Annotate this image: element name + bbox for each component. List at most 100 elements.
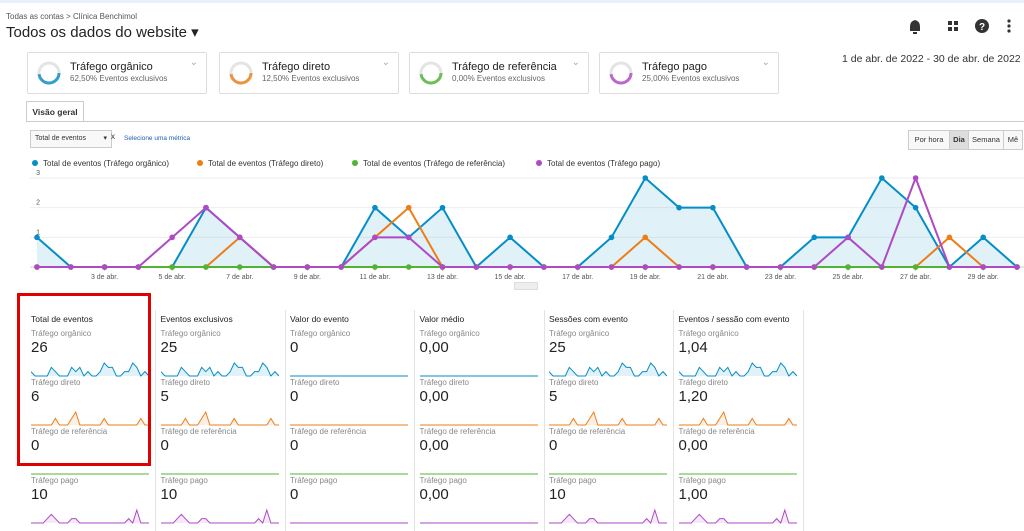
legend-dot[interactable]	[536, 160, 542, 166]
data-point[interactable]	[912, 204, 919, 211]
legend-dot[interactable]	[352, 160, 358, 166]
period-button[interactable]: Mê	[1003, 130, 1023, 150]
metric-value: 0	[160, 437, 169, 454]
data-point[interactable]	[811, 234, 818, 241]
segment-card[interactable]: Tráfego orgânico 62,50% Eventos exclusivo…	[27, 52, 207, 94]
segment-menu[interactable]: ⌄	[189, 57, 198, 68]
metric-dropdown[interactable]: Total de eventos ▾	[30, 130, 112, 148]
more-icon[interactable]	[1007, 19, 1011, 33]
legend-dot[interactable]	[32, 160, 38, 166]
breadcrumb-link[interactable]: Todas as contas	[6, 12, 64, 21]
data-point[interactable]	[439, 204, 446, 211]
data-point[interactable]	[845, 234, 851, 241]
x-tick-label: 29 de abr.	[968, 274, 999, 281]
segment-card[interactable]: Tráfego direto 12,50% Eventos exclusivos ⌄	[219, 52, 399, 94]
remove-metric[interactable]: x	[111, 132, 115, 141]
data-point[interactable]	[34, 264, 40, 270]
metric-column: Eventos exclusivos Tráfego orgânico 25 Tráf…	[157, 310, 286, 531]
data-point[interactable]	[743, 264, 750, 270]
legend-dot[interactable]	[197, 160, 203, 166]
legend-label[interactable]: Total de eventos (Tráfego orgânico)	[43, 159, 169, 168]
data-point[interactable]	[946, 264, 953, 270]
data-point[interactable]	[135, 264, 142, 270]
data-point[interactable]	[236, 234, 243, 241]
segment-menu[interactable]: ⌄	[571, 57, 580, 68]
apps-icon[interactable]	[948, 21, 958, 31]
data-point[interactable]	[980, 234, 987, 241]
data-point[interactable]	[980, 264, 987, 270]
data-point[interactable]	[338, 264, 344, 270]
data-point[interactable]	[473, 264, 480, 270]
data-point[interactable]	[845, 264, 851, 270]
data-point[interactable]	[912, 264, 919, 270]
legend-label[interactable]: Total de eventos (Tráfego pago)	[547, 159, 660, 168]
x-tick-label: 3 de abr.	[91, 274, 118, 281]
data-point[interactable]	[34, 234, 40, 241]
legend-label[interactable]: Total de eventos (Tráfego de referência)	[363, 159, 505, 168]
data-point[interactable]	[372, 264, 378, 270]
segment-detail: 62,50% Eventos exclusivos	[70, 74, 168, 83]
notification-icon[interactable]	[910, 20, 920, 34]
data-point[interactable]	[507, 264, 513, 270]
data-point[interactable]	[642, 234, 649, 241]
sparkline	[549, 410, 667, 426]
data-point[interactable]	[203, 204, 209, 211]
metric-value: 6	[31, 388, 40, 405]
metric-title: Eventos / sessão com evento	[678, 314, 790, 324]
legend-label[interactable]: Total de eventos (Tráfego direto)	[208, 159, 324, 168]
view-selector[interactable]: Todos os dados do website ▾	[6, 24, 199, 41]
data-point[interactable]	[912, 175, 919, 181]
data-point[interactable]	[574, 264, 581, 270]
data-point[interactable]	[777, 264, 784, 270]
help-icon[interactable]	[975, 19, 989, 33]
data-point[interactable]	[372, 204, 378, 211]
data-point[interactable]	[608, 234, 615, 241]
data-point[interactable]	[676, 204, 682, 211]
data-point[interactable]	[405, 264, 412, 270]
data-point[interactable]	[304, 264, 311, 270]
sparkline	[160, 508, 279, 524]
data-point[interactable]	[203, 264, 209, 270]
select-metric[interactable]: Selecione uma métrica	[124, 135, 191, 142]
segment-ring-color	[37, 61, 61, 85]
segment-menu[interactable]: ⌄	[381, 57, 390, 68]
segment-card[interactable]: Tráfego pago 25,00% Eventos exclusivos ⌄	[599, 52, 779, 94]
dropdown-arrow: ▾	[103, 135, 107, 142]
data-point[interactable]	[946, 234, 953, 241]
data-point[interactable]	[710, 264, 716, 270]
tab[interactable]: Visão geral	[26, 101, 84, 122]
data-point[interactable]	[811, 264, 818, 270]
sparkline-area	[678, 363, 797, 376]
data-point[interactable]	[541, 264, 547, 270]
data-point[interactable]	[608, 264, 615, 270]
data-point[interactable]	[236, 264, 243, 270]
sparkline	[549, 362, 667, 377]
data-point[interactable]	[642, 264, 649, 270]
data-point[interactable]	[101, 264, 108, 270]
segment-card[interactable]: Tráfego de referência 0,00% Eventos exclu…	[409, 52, 589, 94]
date-range[interactable]: 1 de abr. de 2022 - 30 de abr. de 2022	[842, 53, 1021, 65]
data-point[interactable]	[270, 264, 277, 270]
breadcrumb-link[interactable]: Clínica Benchimol	[72, 12, 137, 21]
data-point[interactable]	[879, 175, 885, 181]
data-point[interactable]	[169, 264, 175, 270]
resize-handle[interactable]	[514, 282, 538, 290]
data-point[interactable]	[169, 234, 175, 241]
period-button[interactable]: Dia	[949, 130, 969, 150]
sparkline-line	[160, 410, 279, 426]
data-point[interactable]	[676, 264, 682, 270]
segment-detail: 25,00% Eventos exclusivos	[642, 74, 740, 83]
data-point[interactable]	[507, 234, 513, 241]
data-point[interactable]	[67, 264, 74, 270]
data-point[interactable]	[642, 175, 649, 181]
data-point[interactable]	[405, 234, 412, 241]
segment-menu[interactable]: ⌄	[761, 57, 770, 68]
period-button[interactable]: Por hora	[908, 130, 950, 150]
period-button[interactable]: Semana	[968, 130, 1004, 150]
data-point[interactable]	[879, 264, 885, 270]
data-point[interactable]	[405, 204, 412, 211]
data-point[interactable]	[1014, 264, 1020, 270]
data-point[interactable]	[439, 264, 446, 270]
data-point[interactable]	[710, 204, 716, 211]
data-point[interactable]	[372, 234, 378, 241]
